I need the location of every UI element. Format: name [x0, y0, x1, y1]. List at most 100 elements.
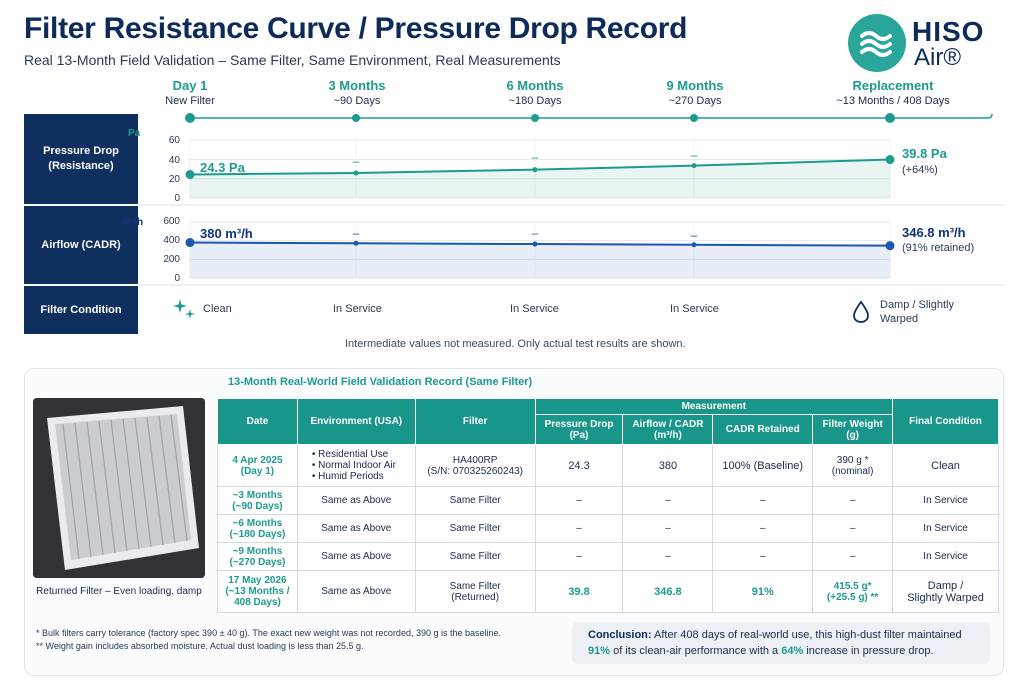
photo-caption: Returned Filter – Even loading, damp: [36, 586, 202, 597]
pressure-end-label: 39.8 Pa: [902, 146, 947, 161]
not-measured-marker: –: [532, 226, 539, 240]
timeline-label-replacement: Replacement ~13 Months / 408 Days: [813, 78, 973, 107]
timeline-main: 9 Months: [666, 78, 724, 93]
condition-9months: In Service: [670, 303, 719, 315]
logo-text-hiso: HISO: [912, 16, 985, 47]
cell-cadr: –: [712, 514, 814, 543]
record-title: 13-Month Real-World Field Validation Rec…: [228, 376, 533, 388]
conclusion-pct-1: 91%: [588, 644, 611, 657]
row-label-airflow: Airflow (CADR): [24, 206, 138, 284]
not-measured-marker: –: [353, 154, 360, 168]
interp-point: [691, 242, 697, 248]
cell-date: ~9 Months (~270 Days): [217, 542, 298, 571]
resistance-chart: – – – – – –: [138, 113, 1004, 286]
conclusion-box: Conclusion: After 408 days of real-world…: [572, 622, 990, 664]
timeline-sub: ~90 Days: [333, 95, 381, 107]
cell-weight: –: [812, 542, 894, 571]
table-row: ~6 Months (~180 Days) Same as Above Same …: [217, 514, 999, 543]
cell-pressure: 24.3: [534, 444, 624, 487]
env-item: Normal Indoor Air: [312, 460, 413, 471]
row-label-pressure: Pressure Drop (Resistance): [24, 114, 138, 204]
pressure-tick: 0: [174, 193, 180, 204]
cell-weight: –: [812, 486, 894, 515]
cell-final: In Service: [892, 542, 999, 571]
col-date: Date: [217, 398, 298, 445]
cell-cadr: 91%: [712, 570, 814, 613]
table-row: ~3 Months (~90 Days) Same as Above Same F…: [217, 486, 999, 515]
weight-sub: (+25.5 g) **: [826, 591, 879, 603]
date-sub: (~180 Days): [229, 528, 286, 540]
cell-filter: Same Filter: [414, 486, 536, 515]
series-area: [190, 159, 890, 198]
table-row: 4 Apr 2025(Day 1) Residential Use Normal…: [217, 444, 999, 487]
timeline-sub: New Filter: [165, 95, 215, 107]
timeline-dot: [531, 114, 539, 122]
not-measured-marker: –: [353, 226, 360, 240]
cell-airflow: –: [622, 486, 714, 515]
cell-weight: 415.5 g* (+25.5 g) **: [812, 570, 894, 613]
final-sub: Slightly Warped: [907, 591, 984, 604]
col-cadr-retained: CADR Retained: [712, 414, 814, 445]
date-sub: (Day 1): [240, 465, 275, 477]
pressure-tick: 60: [168, 135, 180, 146]
timeline-main: Replacement: [852, 78, 934, 93]
cell-pressure: 39.8: [534, 570, 624, 613]
pressure-end-sub: (+64%): [902, 164, 938, 176]
date-sub: (~13 Months /: [225, 586, 290, 597]
cell-airflow: 380: [622, 444, 714, 487]
airflow-tick: 0: [174, 273, 180, 284]
page-title: Filter Resistance Curve / Pressure Drop …: [24, 12, 688, 45]
cell-final: In Service: [892, 514, 999, 543]
final-text: Damp /: [927, 579, 964, 592]
cell-environment: Same as Above: [296, 514, 416, 543]
cell-environment: Same as Above: [296, 486, 416, 515]
col-measurement: Measurement: [534, 398, 894, 415]
brand-logo: HISO Air®: [848, 14, 998, 74]
filter-model: HA400RP: [452, 454, 498, 466]
weight-value: 415.5 g*: [833, 580, 872, 592]
cell-pressure: –: [534, 514, 624, 543]
cell-airflow: –: [622, 514, 714, 543]
interp-point: [691, 163, 697, 169]
cell-date: 4 Apr 2025 (Day 1): [217, 444, 298, 487]
date-text: ~6 Months: [232, 517, 283, 529]
conclusion-label: Conclusion:: [588, 629, 652, 641]
timeline-label-6months: 6 Months ~180 Days: [465, 78, 605, 107]
date-text: 17 May 2026: [228, 575, 287, 586]
cell-environment: Residential Use Normal Indoor Air Humid …: [296, 444, 416, 487]
col-environment: Environment (USA): [296, 398, 416, 445]
conclusion-text-3: increase in pressure drop.: [806, 644, 934, 657]
timeline-label-day1: Day 1 New Filter: [120, 78, 260, 107]
cell-filter: Same Filter (Returned): [414, 570, 536, 613]
airflow-axis-unit: m³/h: [122, 217, 144, 228]
timeline-sub: ~270 Days: [668, 95, 722, 107]
interp-point: [532, 167, 538, 173]
cell-airflow: 346.8: [622, 570, 714, 613]
cell-weight: 390 g * (nominal): [812, 444, 894, 487]
cell-cadr: –: [712, 542, 814, 571]
cell-filter: HA400RP (S/N: 070325260243): [414, 444, 536, 487]
cell-pressure: –: [534, 542, 624, 571]
filter-model: Same Filter: [449, 580, 501, 592]
timeline-dot: [885, 113, 895, 123]
pressure-axis-unit: Pa: [128, 128, 141, 139]
footnote-2: ** Weight gain includes absorbed moistur…: [36, 641, 364, 651]
cell-pressure: –: [534, 486, 624, 515]
filter-serial: (S/N: 070325260243): [427, 465, 523, 477]
data-point-start: [185, 170, 195, 180]
cell-date: 17 May 2026 (~13 Months /408 Days): [217, 570, 298, 613]
cell-cadr: 100% (Baseline): [712, 444, 814, 487]
cell-environment: Same as Above: [296, 570, 416, 613]
timeline-main: 6 Months: [506, 78, 564, 93]
cell-airflow: –: [622, 542, 714, 571]
water-drop-icon: [853, 300, 869, 323]
row-label-condition: Filter Condition: [24, 286, 138, 334]
date-text: ~3 Months: [232, 489, 283, 501]
footnote-1: * Bulk filters carry tolerance (factory …: [36, 628, 502, 638]
data-point-end: [885, 241, 895, 251]
cell-filter: Same Filter: [414, 542, 536, 571]
timeline-sub: ~180 Days: [508, 95, 562, 107]
condition-replacement: Damp / Slightly Warped: [880, 299, 954, 326]
airflow-tick: 600: [163, 216, 180, 227]
cell-final: In Service: [892, 486, 999, 515]
